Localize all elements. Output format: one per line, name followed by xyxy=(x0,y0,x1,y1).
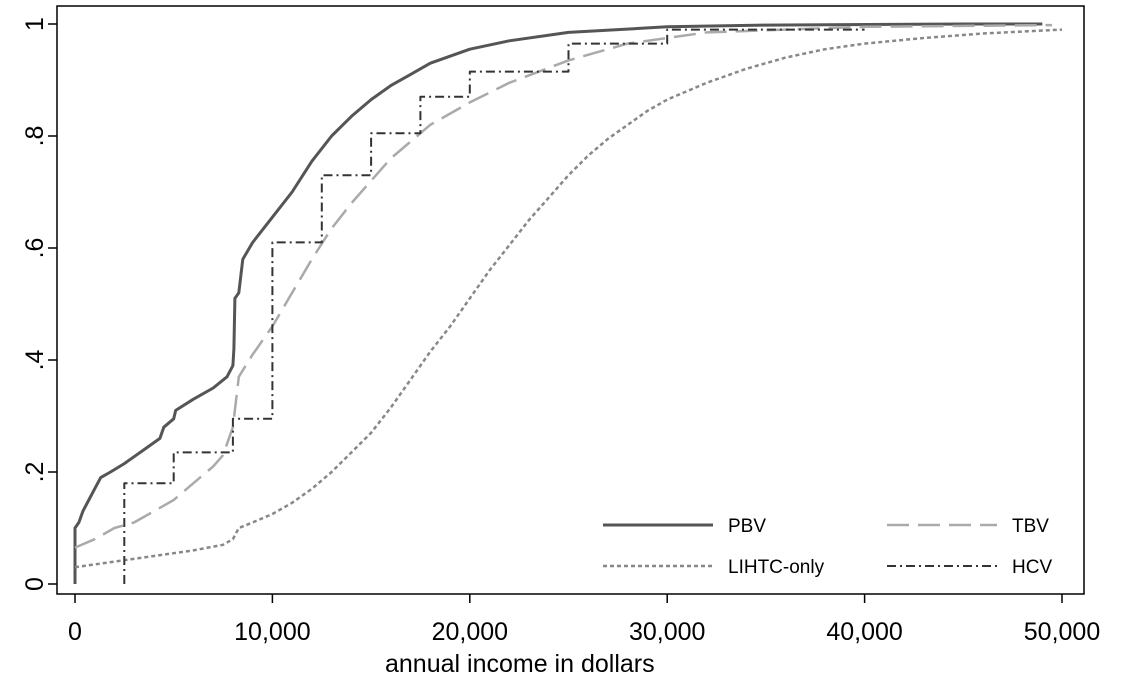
x-tick-label: 40,000 xyxy=(826,618,902,646)
x-tick-label: 0 xyxy=(68,618,82,646)
legend-label: TBV xyxy=(1012,516,1049,537)
y-axis: 0 .2 .4 .6 .8 1 xyxy=(21,17,57,591)
y-tick-label: .8 xyxy=(21,126,49,147)
x-tick-label: 30,000 xyxy=(629,618,705,646)
plot-frame xyxy=(56,5,1085,595)
x-tick-label: 10,000 xyxy=(234,618,310,646)
series-line-hcv xyxy=(123,28,865,584)
y-tick-label: .4 xyxy=(21,349,49,370)
series-line-tbv xyxy=(74,23,1053,549)
series-layer xyxy=(73,22,1063,584)
y-tick-label: .2 xyxy=(21,462,49,483)
y-tick-label: .6 xyxy=(21,238,49,259)
y-tick-label: 0 xyxy=(21,577,49,591)
x-axis-title: annual income in dollars xyxy=(385,650,655,678)
y-tick-label: 1 xyxy=(21,17,49,31)
series-line-pbv xyxy=(73,22,1043,584)
legend-label: LIHTC-only xyxy=(728,557,825,578)
x-axis: 0 10,000 20,000 30,000 40,000 50,000 xyxy=(68,594,1100,646)
x-tick-label: 20,000 xyxy=(432,618,508,646)
legend-label: PBV xyxy=(728,516,766,537)
series-line-lihtc-only xyxy=(74,28,1063,569)
legend: PBV TBV LIHTC-only HCV xyxy=(603,516,1052,578)
legend-label: HCV xyxy=(1012,557,1052,578)
x-tick-label: 50,000 xyxy=(1024,618,1100,646)
